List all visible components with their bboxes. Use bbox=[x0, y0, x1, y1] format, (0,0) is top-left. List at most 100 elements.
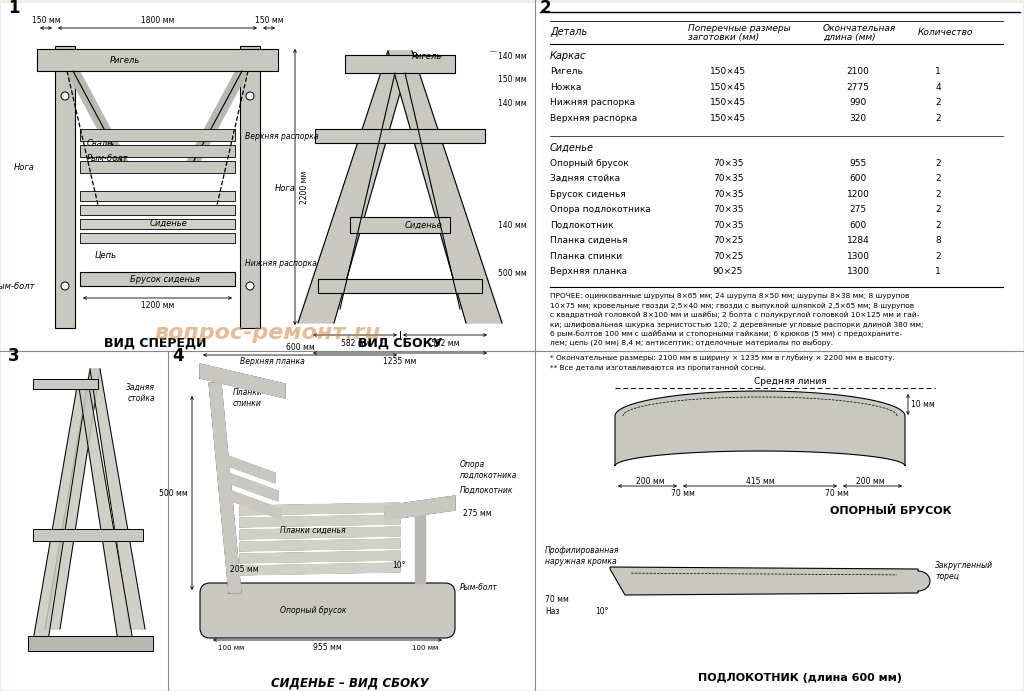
Circle shape bbox=[61, 282, 69, 290]
Polygon shape bbox=[240, 539, 400, 551]
Circle shape bbox=[246, 92, 254, 100]
Text: 600: 600 bbox=[849, 174, 866, 183]
Text: Опорный брусок: Опорный брусок bbox=[280, 606, 346, 615]
Polygon shape bbox=[90, 369, 145, 629]
Circle shape bbox=[246, 282, 254, 290]
Text: ОПОРНЫЙ БРУСОК: ОПОРНЫЙ БРУСОК bbox=[830, 506, 951, 516]
Text: 70 мм: 70 мм bbox=[671, 489, 695, 498]
Text: 150×45: 150×45 bbox=[710, 98, 746, 107]
FancyBboxPatch shape bbox=[1, 352, 1023, 690]
Polygon shape bbox=[240, 563, 400, 575]
Text: 1200: 1200 bbox=[847, 189, 869, 198]
Text: 1: 1 bbox=[935, 267, 941, 276]
Polygon shape bbox=[388, 51, 502, 323]
Text: Рым-болт: Рым-болт bbox=[460, 583, 498, 592]
FancyBboxPatch shape bbox=[28, 636, 153, 651]
Polygon shape bbox=[200, 364, 285, 398]
Text: Верхняя распорка: Верхняя распорка bbox=[550, 113, 637, 122]
Text: 70×25: 70×25 bbox=[713, 252, 743, 261]
Polygon shape bbox=[240, 527, 400, 539]
FancyBboxPatch shape bbox=[318, 279, 482, 293]
Text: 8: 8 bbox=[935, 236, 941, 245]
Text: 2: 2 bbox=[935, 220, 941, 229]
Text: СИДЕНЬЕ – ВИД СБОКУ: СИДЕНЬЕ – ВИД СБОКУ bbox=[271, 676, 429, 690]
Text: 500 мм: 500 мм bbox=[160, 489, 188, 498]
Text: 70×35: 70×35 bbox=[713, 205, 743, 214]
Text: ВИД СБОКУ: ВИД СБОКУ bbox=[357, 337, 442, 350]
FancyBboxPatch shape bbox=[33, 529, 143, 541]
Text: 1300: 1300 bbox=[847, 252, 869, 261]
Circle shape bbox=[61, 92, 69, 100]
Polygon shape bbox=[615, 391, 905, 466]
Text: 600: 600 bbox=[849, 220, 866, 229]
Text: Планка спинки: Планка спинки bbox=[550, 252, 623, 261]
Text: 582 мм: 582 мм bbox=[431, 339, 459, 348]
FancyBboxPatch shape bbox=[37, 49, 278, 71]
Text: 205 мм: 205 мм bbox=[230, 565, 259, 574]
Text: 90×25: 90×25 bbox=[713, 267, 743, 276]
Polygon shape bbox=[415, 515, 425, 583]
Text: Поперечные размеры: Поперечные размеры bbox=[688, 23, 791, 32]
Text: 2: 2 bbox=[935, 189, 941, 198]
Text: Опора подлокотника: Опора подлокотника bbox=[550, 205, 651, 214]
Text: 2: 2 bbox=[935, 174, 941, 183]
Polygon shape bbox=[220, 453, 275, 483]
Text: лем; цепь (20 мм) 8,4 м; антисептик; отделочные материалы по выбору.: лем; цепь (20 мм) 8,4 м; антисептик; отд… bbox=[550, 340, 834, 347]
Text: 2100: 2100 bbox=[847, 67, 869, 76]
Text: Сваль: Сваль bbox=[87, 138, 113, 147]
Polygon shape bbox=[223, 471, 278, 501]
Text: 140 мм: 140 мм bbox=[498, 52, 526, 61]
Text: Нога: Нога bbox=[275, 184, 296, 193]
Polygon shape bbox=[240, 515, 400, 527]
Text: Цепь: Цепь bbox=[95, 251, 117, 260]
FancyBboxPatch shape bbox=[80, 191, 234, 201]
Text: Сиденье: Сиденье bbox=[150, 218, 187, 227]
Text: ** Все детали изготавливаются из пропитанной сосны.: ** Все детали изготавливаются из пропита… bbox=[550, 364, 766, 371]
Text: 2: 2 bbox=[935, 252, 941, 261]
Text: 2775: 2775 bbox=[847, 82, 869, 91]
Text: 600 мм: 600 мм bbox=[286, 343, 314, 352]
Text: Верхняя планка: Верхняя планка bbox=[550, 267, 627, 276]
FancyBboxPatch shape bbox=[315, 129, 485, 143]
Text: ПОДЛОКОТНИК (длина 600 мм): ПОДЛОКОТНИК (длина 600 мм) bbox=[698, 673, 902, 683]
Text: 70×35: 70×35 bbox=[713, 220, 743, 229]
Text: 100 мм: 100 мм bbox=[412, 645, 438, 651]
Text: 150×45: 150×45 bbox=[710, 82, 746, 91]
Text: 1300: 1300 bbox=[847, 267, 869, 276]
Text: 2: 2 bbox=[935, 113, 941, 122]
Text: 100 мм: 100 мм bbox=[218, 645, 245, 651]
Text: 150 мм: 150 мм bbox=[498, 75, 526, 84]
FancyBboxPatch shape bbox=[80, 205, 234, 215]
Text: 10°: 10° bbox=[595, 607, 608, 616]
Text: Окончательная: Окончательная bbox=[823, 23, 896, 32]
Text: Брусок сиденья: Брусок сиденья bbox=[130, 274, 200, 283]
Text: Верхняя планка: Верхняя планка bbox=[240, 357, 305, 366]
Polygon shape bbox=[240, 551, 400, 563]
FancyBboxPatch shape bbox=[80, 272, 234, 286]
Polygon shape bbox=[226, 489, 281, 519]
Text: вопрос-ремонт.ru: вопрос-ремонт.ru bbox=[155, 323, 381, 343]
Text: Опора
подлокотника: Опора подлокотника bbox=[460, 460, 517, 480]
Text: 140 мм: 140 мм bbox=[498, 99, 526, 108]
Text: 955: 955 bbox=[849, 158, 866, 167]
Text: 150 мм: 150 мм bbox=[255, 15, 284, 24]
Text: 415 мм: 415 мм bbox=[745, 477, 774, 486]
Text: 4: 4 bbox=[172, 347, 183, 365]
FancyBboxPatch shape bbox=[240, 46, 260, 328]
Text: 2: 2 bbox=[935, 205, 941, 214]
Text: 10×75 мм; кровельные гвозди 2,5×40 мм; гвозди с выпуклой шляпкой 2,5×65 мм; 8 шу: 10×75 мм; кровельные гвозди 2,5×40 мм; г… bbox=[550, 302, 914, 309]
Text: ПРОЧЕЕ: оцинкованные шурупы 8×65 мм; 24 шурупа 8×50 мм; шурупы 8×38 мм; 8 шурупо: ПРОЧЕЕ: оцинкованные шурупы 8×65 мм; 24 … bbox=[550, 293, 909, 299]
Text: Планки сиденья: Планки сиденья bbox=[280, 525, 346, 535]
Polygon shape bbox=[78, 381, 133, 641]
Text: 3: 3 bbox=[8, 347, 19, 365]
FancyBboxPatch shape bbox=[345, 55, 455, 73]
Text: 1800 мм: 1800 мм bbox=[141, 15, 174, 24]
Text: с квадратной головкой 8×100 мм и шайбы; 2 болта с полукруглой головкой 10×125 мм: с квадратной головкой 8×100 мм и шайбы; … bbox=[550, 312, 920, 319]
Text: 70 мм: 70 мм bbox=[825, 489, 849, 498]
Text: 2: 2 bbox=[935, 98, 941, 107]
Text: 2: 2 bbox=[540, 0, 552, 17]
FancyBboxPatch shape bbox=[80, 161, 234, 173]
Polygon shape bbox=[209, 383, 241, 593]
FancyBboxPatch shape bbox=[80, 129, 234, 141]
Text: Задняя
стойка: Задняя стойка bbox=[126, 384, 155, 403]
